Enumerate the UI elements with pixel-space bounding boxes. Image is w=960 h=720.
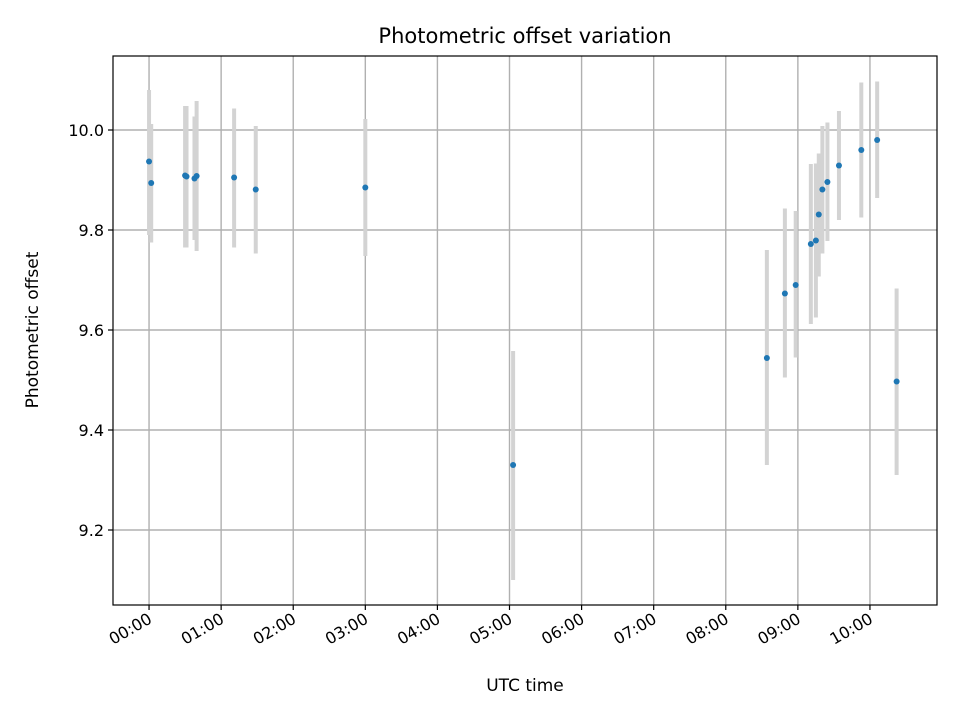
data-point bbox=[812, 237, 819, 244]
grid bbox=[113, 56, 937, 605]
data-point bbox=[893, 378, 900, 385]
data-point bbox=[231, 174, 238, 181]
data-point bbox=[763, 355, 770, 361]
data-point bbox=[252, 186, 259, 193]
y-tick-label: 9.8 bbox=[79, 221, 104, 240]
data-point bbox=[781, 290, 788, 297]
data-point bbox=[874, 137, 881, 143]
data-point bbox=[510, 462, 517, 468]
chart-title: Photometric offset variation bbox=[378, 24, 671, 48]
data-point bbox=[183, 173, 190, 180]
data-point bbox=[815, 211, 822, 218]
data-point bbox=[193, 173, 200, 179]
data-points bbox=[146, 137, 900, 468]
y-tick-label: 9.4 bbox=[79, 421, 104, 440]
data-point bbox=[792, 282, 799, 288]
data-point bbox=[824, 179, 831, 185]
data-point bbox=[835, 162, 842, 169]
y-tick-label: 9.6 bbox=[79, 321, 104, 340]
data-point bbox=[146, 158, 153, 165]
y-axis-label: Photometric offset bbox=[23, 251, 43, 408]
x-axis-label: UTC time bbox=[486, 676, 564, 696]
y-tick-label: 10.0 bbox=[68, 121, 104, 140]
data-point bbox=[362, 184, 369, 191]
data-point bbox=[148, 180, 155, 186]
y-tick-label: 9.2 bbox=[79, 521, 104, 540]
data-point bbox=[819, 186, 826, 193]
data-point bbox=[807, 241, 814, 247]
data-point bbox=[858, 147, 865, 153]
